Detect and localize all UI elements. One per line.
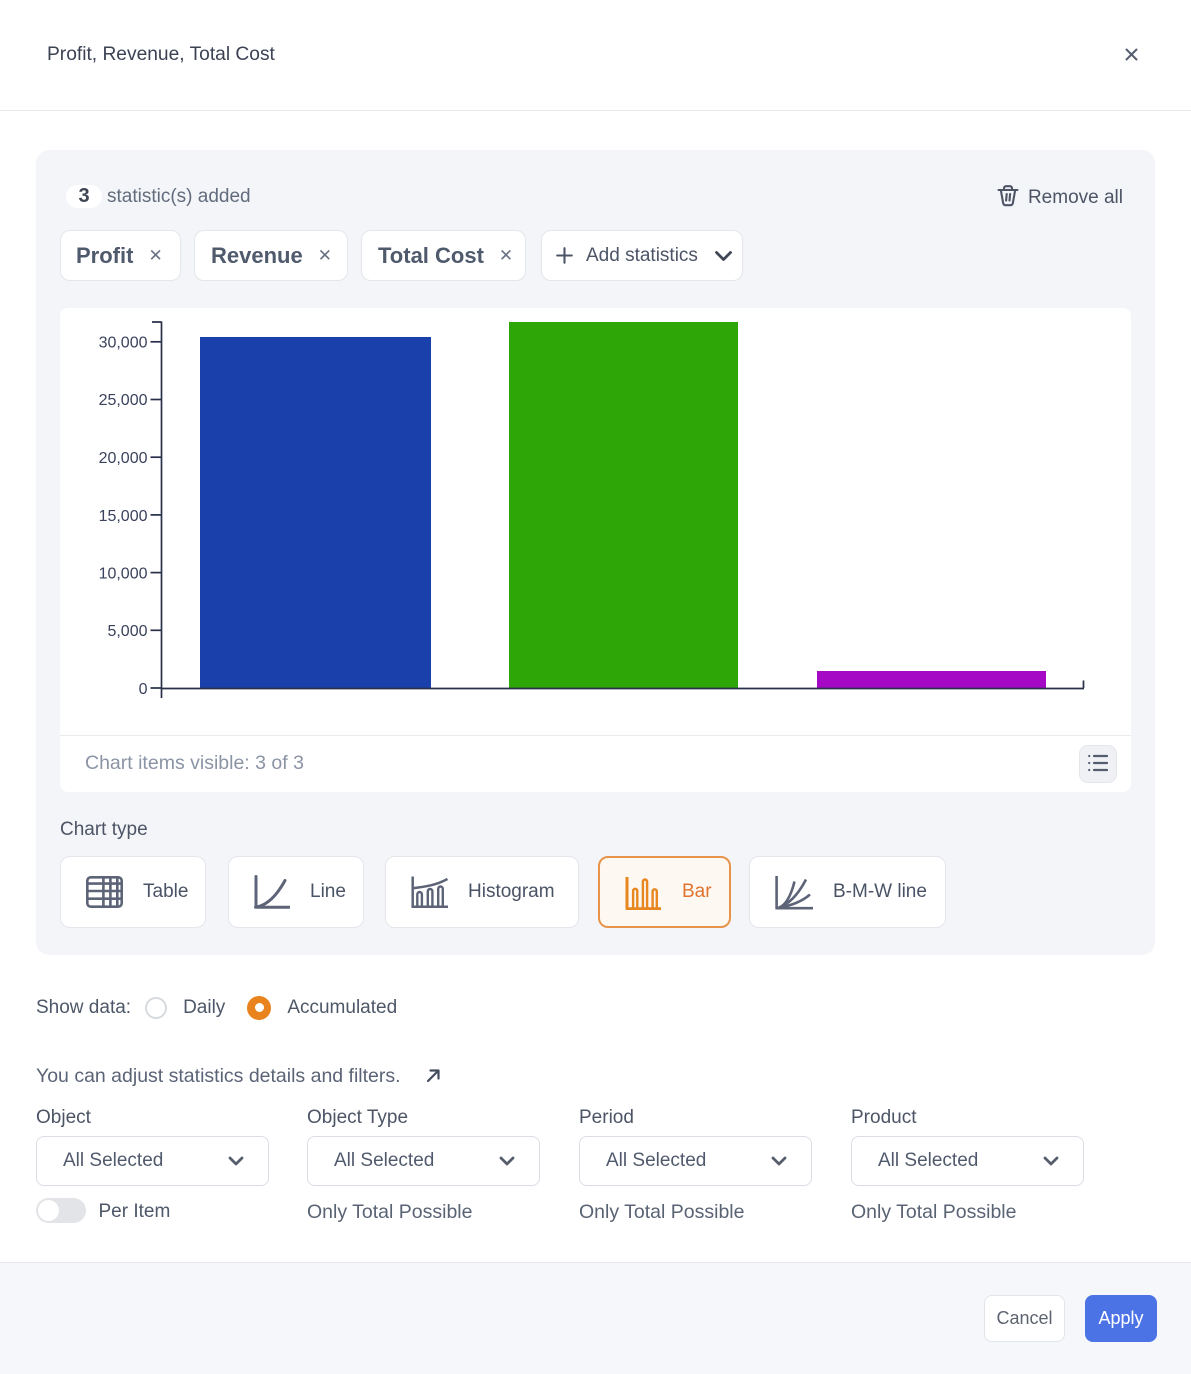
svg-text:25,000: 25,000: [99, 392, 148, 409]
svg-text:10,000: 10,000: [99, 566, 148, 583]
svg-text:0: 0: [139, 681, 148, 698]
svg-text:30,000: 30,000: [99, 335, 148, 352]
svg-text:15,000: 15,000: [99, 508, 148, 525]
svg-text:20,000: 20,000: [99, 450, 148, 467]
svg-text:5,000: 5,000: [107, 623, 147, 640]
